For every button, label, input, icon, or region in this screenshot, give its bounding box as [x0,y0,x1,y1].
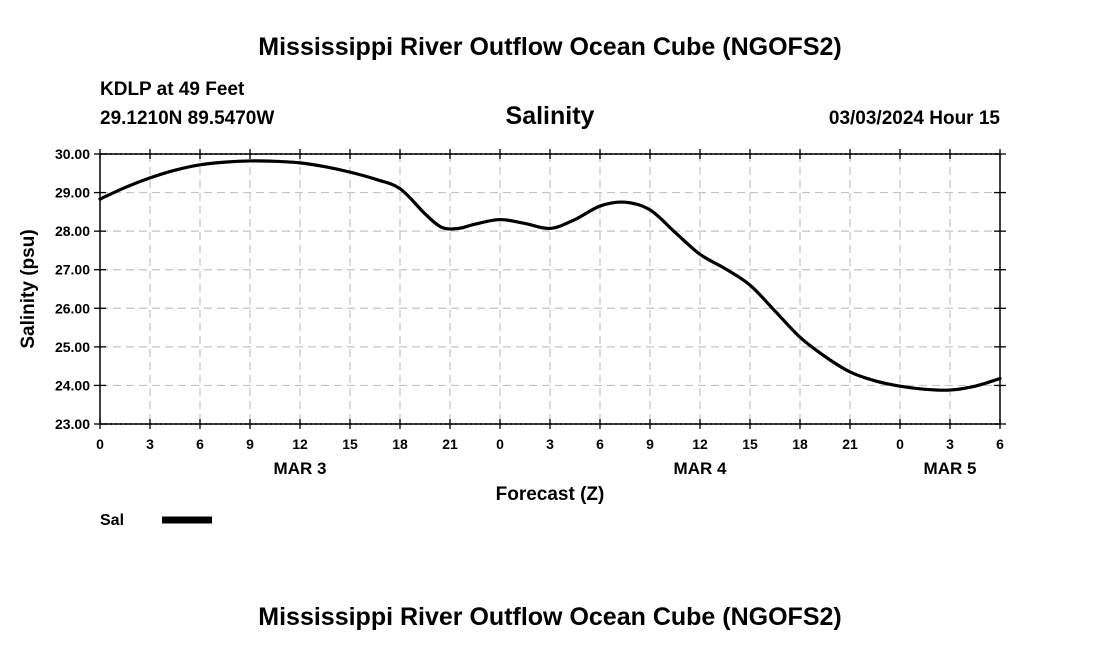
y-tick-label: 23.00 [55,416,90,432]
x-tick-label: 0 [496,436,504,452]
x-tick-label: 3 [946,436,954,452]
y-tick-label: 29.00 [55,185,90,201]
x-axis-label: Forecast (Z) [496,484,605,505]
x-tick-label: 9 [246,436,254,452]
x-tick-label: 21 [442,436,458,452]
y-tick-label: 30.00 [55,146,90,162]
x-tick-label: 0 [896,436,904,452]
date-labels: MAR 3 MAR 4 MAR 5 [274,459,977,478]
y-tick-label: 28.00 [55,223,90,239]
x-tick-label: 15 [742,436,758,452]
y-axis-label: Salinity (psu) [18,229,39,348]
footer-title: Mississippi River Outflow Ocean Cube (NG… [258,603,841,631]
x-tick-label: 18 [792,436,808,452]
legend-label: Sal [100,512,124,529]
x-tick-labels: 0 3 6 9 12 15 18 21 0 3 6 9 12 15 18 21 0 3 6 [96,436,1004,452]
station-label: KDLP at 49 Feet [100,79,245,100]
forecast-timestamp: 03/03/2024 Hour 15 [829,108,1001,129]
x-tick-label: 3 [546,436,554,452]
x-tick-label: 3 [146,436,154,452]
x-tick-label: 9 [646,436,654,452]
x-tick-label: 21 [842,436,858,452]
x-tick-label: 18 [392,436,408,452]
y-tick-label: 25.00 [55,339,90,355]
salinity-series-line [98,159,1002,392]
chart-title: Mississippi River Outflow Ocean Cube (NG… [258,33,841,61]
series-layer [98,159,1002,392]
x-tick-label: 0 [96,436,104,452]
grid-lines [100,153,1000,425]
y-tick-label: 26.00 [55,300,90,316]
y-tick-label: 27.00 [55,262,90,278]
date-label: MAR 3 [274,459,327,478]
chart-subtitle: Salinity [506,102,595,130]
axis-ticks [94,149,1006,429]
x-tick-label: 12 [292,436,308,452]
x-tick-label: 6 [196,436,204,452]
y-tick-labels: 23.00 24.00 25.00 26.00 27.00 28.00 29.00 30.00 [55,146,90,432]
x-tick-label: 6 [596,436,604,452]
station-coordinates: 29.1210N 89.5470W [100,108,274,129]
date-label: MAR 4 [674,459,727,478]
y-tick-label: 24.00 [55,377,90,393]
x-tick-label: 6 [996,436,1004,452]
date-label: MAR 5 [924,459,977,478]
x-tick-label: 12 [692,436,708,452]
x-tick-label: 15 [342,436,358,452]
